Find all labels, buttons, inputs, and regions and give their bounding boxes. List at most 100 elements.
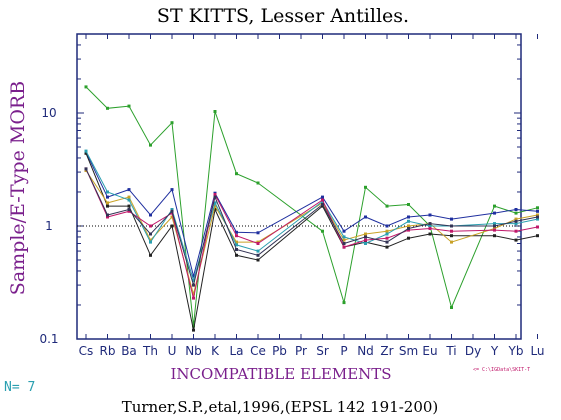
data-point bbox=[170, 121, 174, 125]
data-point bbox=[213, 195, 217, 199]
chart-title: ST KITTS, Lesser Antilles. bbox=[157, 5, 409, 27]
data-point bbox=[84, 167, 88, 171]
data-point bbox=[127, 188, 131, 192]
data-point bbox=[84, 85, 88, 89]
data-point bbox=[235, 234, 238, 238]
data-point bbox=[170, 224, 174, 228]
data-point bbox=[428, 224, 432, 228]
data-point bbox=[256, 258, 260, 262]
x-tick-label: Y bbox=[490, 344, 499, 358]
data-point bbox=[321, 229, 324, 233]
x-tick-label: Pr bbox=[295, 344, 307, 358]
data-point bbox=[493, 211, 496, 215]
data-point bbox=[235, 243, 238, 247]
data-point bbox=[428, 213, 432, 217]
series-line-7 bbox=[85, 168, 538, 288]
series-line-2 bbox=[85, 151, 538, 277]
data-point bbox=[342, 229, 346, 233]
data-point bbox=[149, 238, 152, 242]
data-point bbox=[149, 253, 152, 257]
series-line-6 bbox=[85, 168, 538, 299]
data-point bbox=[213, 110, 217, 113]
data-point bbox=[321, 195, 324, 199]
data-point bbox=[407, 219, 410, 223]
series-line-4 bbox=[85, 170, 538, 296]
data-point bbox=[385, 245, 389, 249]
series-group bbox=[84, 85, 539, 332]
data-point bbox=[450, 224, 453, 228]
data-point bbox=[364, 215, 367, 219]
data-point bbox=[192, 324, 195, 328]
data-point bbox=[428, 227, 432, 230]
data-point bbox=[106, 190, 109, 194]
data-point bbox=[342, 235, 346, 239]
data-point bbox=[493, 234, 496, 238]
x-tick-label: Rb bbox=[100, 344, 116, 358]
data-point bbox=[321, 204, 324, 208]
x-tick-label: Zr bbox=[380, 344, 393, 358]
data-point bbox=[149, 143, 152, 147]
data-point bbox=[213, 193, 217, 196]
data-point bbox=[493, 224, 496, 228]
x-tick-label: Nb bbox=[185, 344, 202, 358]
data-point bbox=[536, 206, 539, 210]
data-point bbox=[84, 149, 88, 153]
x-tick-label: Dy bbox=[465, 344, 481, 358]
data-point bbox=[127, 209, 131, 213]
data-point bbox=[514, 211, 518, 215]
data-point bbox=[106, 195, 109, 199]
data-point bbox=[493, 204, 496, 208]
x-tick-label: Sr bbox=[316, 344, 329, 358]
data-point bbox=[170, 188, 174, 192]
data-point bbox=[106, 204, 109, 208]
data-point bbox=[170, 209, 174, 213]
data-point bbox=[514, 222, 518, 226]
data-point bbox=[127, 104, 131, 108]
data-point bbox=[256, 181, 260, 185]
x-axis-label: INCOMPATIBLE ELEMENTS bbox=[170, 365, 391, 383]
data-point bbox=[170, 215, 174, 219]
x-tick-label: Yb bbox=[508, 344, 524, 358]
x-tick-label: P bbox=[340, 344, 347, 358]
data-point bbox=[450, 240, 453, 244]
citation: Turner,S.P.,etal,1996,(EPSL 142 191-200) bbox=[122, 398, 439, 416]
data-point bbox=[192, 278, 195, 282]
data-point bbox=[256, 253, 260, 257]
series-line-5 bbox=[85, 150, 538, 283]
data-point bbox=[514, 238, 518, 242]
data-point bbox=[364, 232, 367, 236]
plot-frame bbox=[76, 33, 522, 340]
data-point bbox=[407, 236, 410, 240]
x-tick-label: Nd bbox=[357, 344, 374, 358]
data-point bbox=[536, 209, 539, 213]
y-tick-label: 0.1 bbox=[39, 332, 58, 346]
data-point bbox=[514, 217, 518, 221]
y-ticks: 0.1 1 10 bbox=[39, 33, 521, 346]
data-point bbox=[235, 253, 238, 257]
data-point bbox=[149, 240, 152, 244]
x-tick-label: Ti bbox=[445, 344, 456, 358]
data-point bbox=[192, 274, 195, 278]
data-point bbox=[364, 242, 367, 245]
data-point bbox=[84, 151, 88, 155]
data-point bbox=[235, 172, 238, 176]
data-point bbox=[235, 230, 238, 234]
x-tick-label: La bbox=[229, 344, 243, 358]
data-point bbox=[127, 208, 131, 211]
data-point bbox=[514, 219, 518, 223]
x-tick-label: Ba bbox=[121, 344, 137, 358]
data-point bbox=[428, 222, 432, 226]
data-point bbox=[364, 238, 367, 242]
y-axis-label: Sample/E-Type MORB bbox=[7, 81, 29, 295]
data-point bbox=[170, 211, 174, 215]
data-point bbox=[342, 245, 346, 249]
data-point bbox=[170, 208, 174, 211]
data-point bbox=[536, 217, 539, 221]
data-point bbox=[536, 215, 539, 219]
data-point bbox=[192, 296, 195, 300]
data-point bbox=[364, 235, 367, 239]
x-tick-label: Pb bbox=[272, 344, 287, 358]
data-point bbox=[149, 224, 152, 228]
x-tick-label: Th bbox=[142, 344, 158, 358]
